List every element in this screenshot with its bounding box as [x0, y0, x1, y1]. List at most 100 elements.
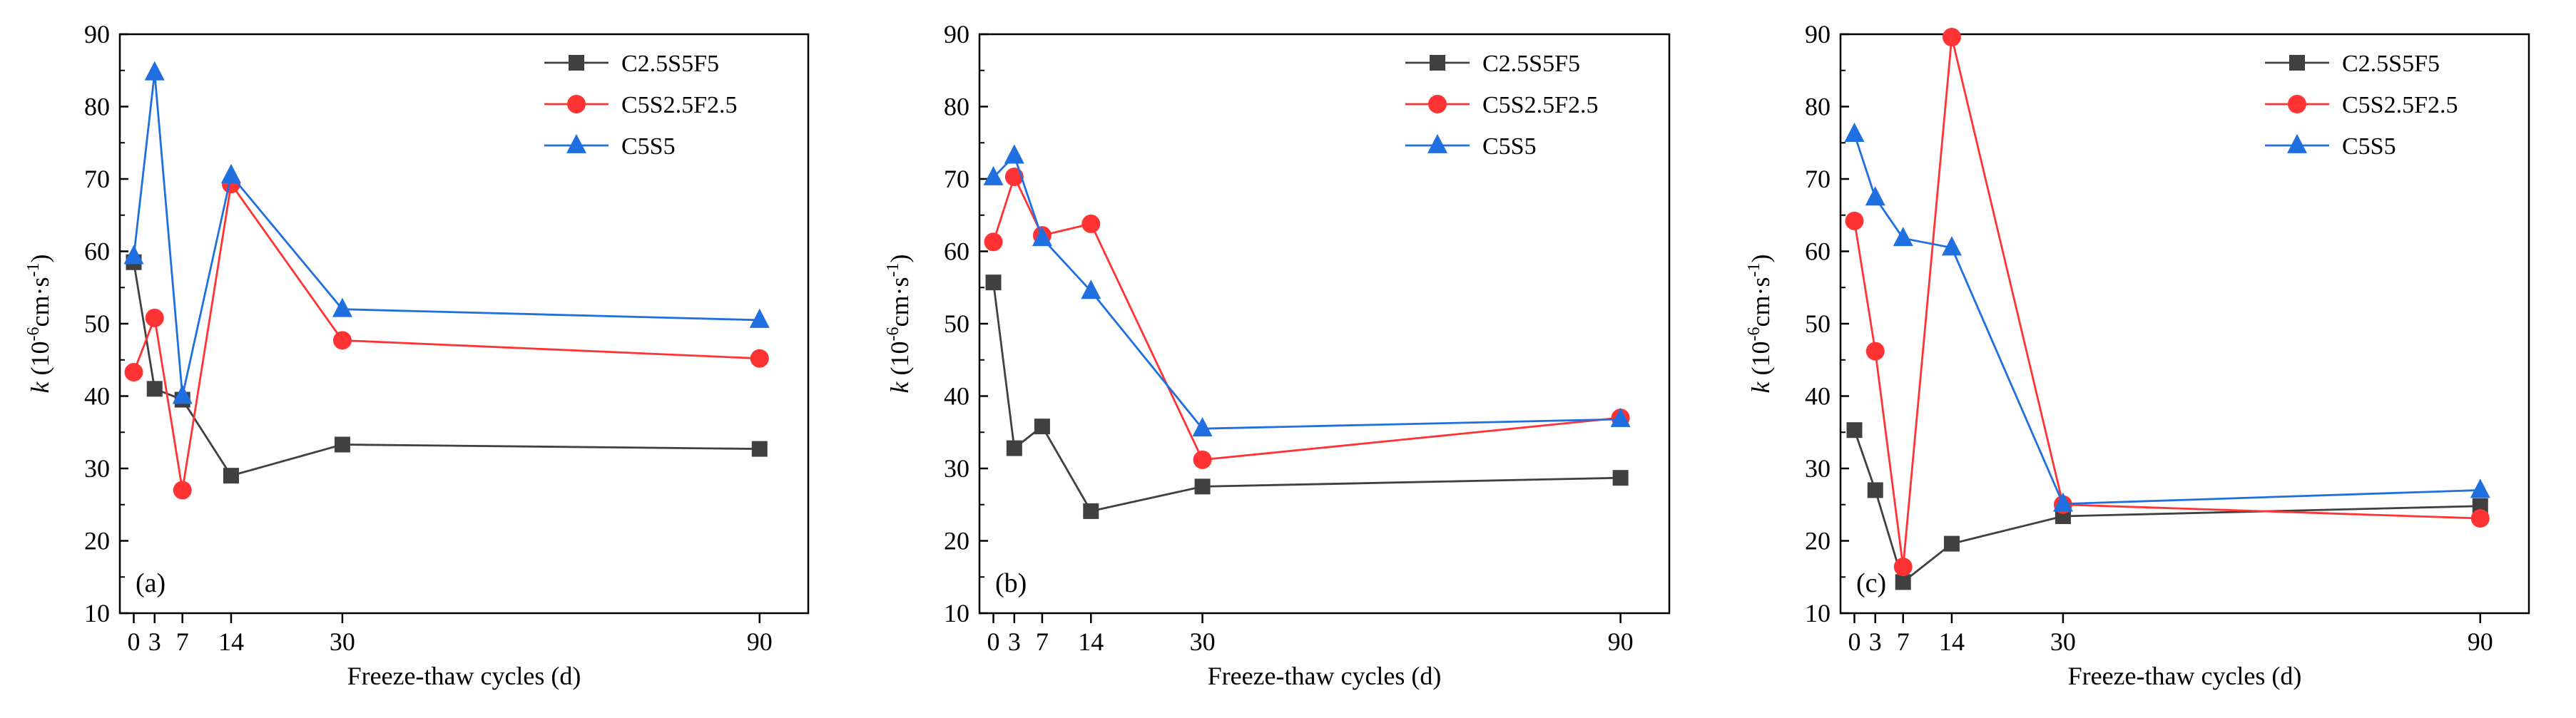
x-tick-label: 30: [330, 627, 355, 656]
x-tick-label: 0: [987, 627, 1000, 656]
y-axis-title-part: cm·s: [26, 277, 54, 327]
x-tick-label: 7: [1897, 627, 1910, 656]
legend-marker: [1430, 55, 1445, 71]
series-C2.5S5F5: [126, 254, 768, 484]
y-tick-label: 80: [1805, 93, 1831, 121]
series-line: [133, 72, 760, 396]
data-point: [1941, 236, 1962, 256]
y-axis-title-part: (10: [26, 342, 54, 382]
y-axis-title-part: ): [26, 255, 54, 263]
data-point: [1081, 279, 1101, 299]
data-point: [124, 363, 143, 382]
y-tick-label: 30: [84, 454, 110, 483]
series-C2.5S5F5: [985, 275, 1629, 519]
data-point: [2470, 509, 2490, 528]
x-tick-label: 90: [1608, 627, 1634, 656]
y-tick-label: 20: [1805, 527, 1831, 555]
legend-label: C5S5: [621, 133, 676, 160]
data-point: [1943, 535, 1960, 552]
legend-label: C2.5S5F5: [1482, 51, 1580, 77]
y-axis-title-part: -1: [24, 263, 43, 277]
legend-label: C5S2.5F2.5: [621, 92, 738, 118]
data-point: [1845, 211, 1864, 230]
legend-label: C5S2.5F2.5: [2342, 92, 2458, 118]
y-axis-title-part: cm·s: [885, 277, 914, 327]
legend-marker: [1427, 133, 1447, 153]
x-tick-label: 7: [1036, 627, 1049, 656]
data-point: [123, 245, 144, 265]
data-point: [1865, 186, 1885, 206]
legend-label: C2.5S5F5: [621, 51, 719, 77]
data-point: [1844, 122, 1865, 142]
legend-marker: [567, 95, 586, 113]
data-point: [332, 331, 352, 350]
y-tick-label: 30: [944, 454, 969, 483]
x-tick-label: 0: [1848, 627, 1860, 656]
y-axis-title-part: -1: [1745, 263, 1763, 277]
data-point: [983, 165, 1004, 185]
y-tick-label: 20: [84, 527, 110, 555]
y-axis-title-part: (10: [885, 342, 914, 382]
data-point: [2052, 492, 2073, 512]
data-point: [146, 381, 163, 397]
y-tick-label: 10: [84, 599, 110, 627]
data-point: [1942, 28, 1961, 47]
x-axis-title: Freeze-thaw cycles (d): [347, 662, 581, 690]
data-point: [1893, 558, 1913, 577]
y-tick-label: 90: [1805, 20, 1831, 48]
y-tick-label: 80: [944, 93, 969, 121]
x-tick-label: 90: [747, 627, 773, 656]
y-tick-label: 60: [944, 237, 969, 266]
series-C5S2.5F2.5: [1845, 28, 2490, 577]
legend: C2.5S5F5 C5S2.5F2.5 C5S5: [2265, 51, 2458, 160]
data-point: [1006, 440, 1022, 456]
data-point: [1867, 482, 1883, 498]
y-tick-label: 60: [84, 237, 110, 266]
data-point: [984, 232, 1003, 252]
y-axis-title: k (10-6cm·s-1): [24, 255, 54, 394]
data-point: [1893, 227, 1913, 247]
series-C5S5: [983, 144, 1631, 437]
panel-label: (b): [995, 568, 1027, 598]
y-axis-title-part: k: [1746, 381, 1775, 393]
data-point: [332, 297, 352, 317]
chart-panel-c: 10 20 30 40 50 60 70 80 90 0 3 7 14 30 90 Freeze-thaw c…: [1745, 20, 2530, 690]
x-tick-label: 90: [2468, 627, 2493, 656]
series-C5S5: [123, 61, 770, 404]
data-point: [1083, 503, 1099, 519]
chart-panel-b: 10 20 30 40 50 60 70 80 90 0 3 7 14 30 90 Freeze-thaw c…: [884, 20, 1671, 690]
data-point: [749, 308, 770, 328]
legend-marker: [2289, 55, 2305, 71]
series-line: [992, 282, 1621, 513]
series-C2.5S5F5: [1846, 422, 2488, 590]
legend: C2.5S5F5 C5S2.5F2.5 C5S5: [1405, 51, 1599, 160]
x-tick-label: 0: [127, 627, 140, 656]
data-point: [1034, 419, 1050, 435]
plot-frame: [118, 33, 810, 615]
y-tick-label: 30: [1805, 454, 1831, 483]
y-tick-label: 10: [944, 599, 969, 627]
x-tick-label: 30: [1190, 627, 1216, 656]
y-tick-label: 40: [84, 382, 110, 411]
y-tick-label: 70: [944, 165, 969, 193]
series-line: [133, 262, 760, 477]
legend-marker: [569, 55, 584, 71]
x-tick-label: 14: [1078, 627, 1104, 656]
data-point: [220, 163, 241, 183]
x-tick-label: 30: [2050, 627, 2076, 656]
legend-marker: [566, 133, 586, 153]
series-C5S2.5F2.5: [984, 167, 1630, 469]
data-point: [1846, 422, 1863, 439]
y-tick-label: 60: [1805, 237, 1831, 266]
data-point: [1612, 470, 1629, 486]
legend-label: C5S2.5F2.5: [1482, 92, 1599, 118]
y-tick-label: 40: [944, 382, 969, 411]
x-tick-label: 3: [1869, 627, 1882, 656]
y-axis-title-part: ): [885, 255, 914, 263]
series-line: [133, 181, 760, 491]
x-tick-label: 14: [218, 627, 244, 656]
series-C5S5: [1844, 122, 2490, 512]
y-tick-label: 70: [1805, 165, 1831, 193]
y-tick-label: 90: [944, 20, 969, 48]
